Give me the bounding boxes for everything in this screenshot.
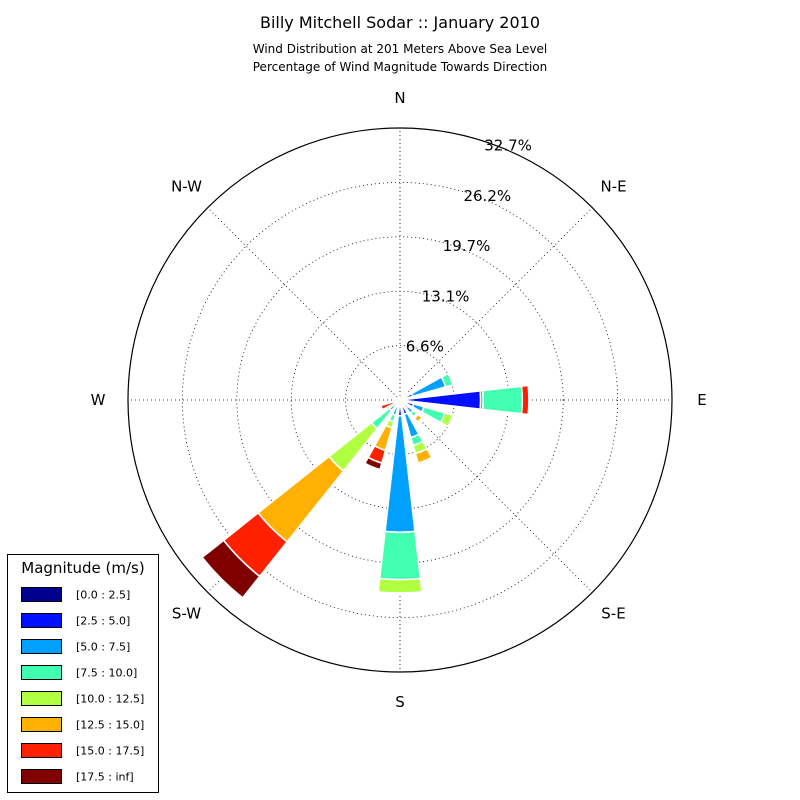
direction-label: W	[91, 391, 106, 409]
radial-tick-label: 19.7%	[443, 237, 491, 255]
legend-swatch	[21, 717, 62, 732]
direction-label: S	[395, 693, 405, 711]
direction-labels: N N-E E S-E S S-W W N-W	[91, 89, 707, 711]
radial-tick-label: 13.1%	[422, 288, 470, 306]
legend-swatch	[21, 665, 62, 680]
wind-bar-segment	[414, 447, 433, 465]
legend-label: [5.0 : 7.5]	[76, 641, 130, 654]
wind-bar-segment	[200, 539, 261, 600]
legend-swatch	[21, 743, 62, 758]
grid-ring	[181, 181, 619, 619]
wind-bar-segment	[440, 372, 454, 388]
radial-tick-label: 26.2%	[463, 187, 511, 205]
legend-label: [12.5 : 15.0]	[76, 719, 144, 732]
radial-tick-label: 6.6%	[406, 338, 444, 356]
direction-label: E	[697, 391, 706, 409]
direction-label: N-W	[171, 178, 202, 196]
wind-bar-segment	[377, 577, 423, 594]
wind-bar-segment	[410, 375, 447, 398]
wind-bars	[200, 372, 530, 600]
wind-bar-segment	[363, 456, 383, 471]
legend-swatch	[21, 587, 62, 602]
wind-bar-segment	[378, 530, 422, 581]
radial-tick-label: 32.7%	[484, 137, 532, 155]
legend-swatch	[21, 613, 62, 628]
legend-items: [0.0 : 2.5] [2.5 : 5.0] [5.0 : 7.5] [7.5 : …	[21, 587, 144, 784]
chart-subtitle-line-2: Percentage of Wind Magnitude Towards Dir…	[253, 60, 547, 74]
wind-bar-segment	[379, 400, 397, 411]
legend-label: [2.5 : 5.0]	[76, 615, 130, 628]
legend-label: [17.5 : inf]	[76, 771, 134, 784]
legend-label: [10.0 : 12.5]	[76, 693, 144, 706]
legend: Magnitude (m/s) [0.0 : 2.5] [2.5 : 5.0] [5…	[7, 554, 159, 793]
radial-tick-labels: 6.6% 13.1% 19.7% 26.2% 32.7%	[406, 137, 532, 356]
wind-bar-segment	[481, 385, 524, 415]
legend-label: [7.5 : 10.0]	[76, 667, 137, 680]
polar-frame	[127, 127, 673, 673]
direction-label: N-E	[600, 178, 626, 196]
wind-bar-segment	[389, 394, 395, 399]
grid-spoke	[399, 399, 593, 593]
chart-title: Billy Mitchell Sodar :: January 2010	[260, 13, 540, 32]
wind-bar-segment	[520, 384, 530, 416]
legend-swatch	[21, 769, 62, 784]
legend-title: Magnitude (m/s)	[21, 559, 144, 577]
direction-label: S-W	[172, 605, 201, 623]
wind-bar-segment	[439, 411, 454, 428]
legend-label: [15.0 : 17.5]	[76, 745, 144, 758]
legend-swatch	[21, 691, 62, 706]
legend-swatch	[21, 639, 62, 654]
chart-subtitle-line-1: Wind Distribution at 201 Meters Above Se…	[253, 42, 548, 56]
direction-label: S-E	[601, 605, 625, 623]
wind-bar-segment	[413, 413, 424, 424]
wind-bar-segment	[397, 395, 401, 401]
grid-spoke	[207, 207, 401, 401]
legend-label: [0.0 : 2.5]	[76, 589, 130, 602]
direction-label: N	[394, 89, 405, 107]
